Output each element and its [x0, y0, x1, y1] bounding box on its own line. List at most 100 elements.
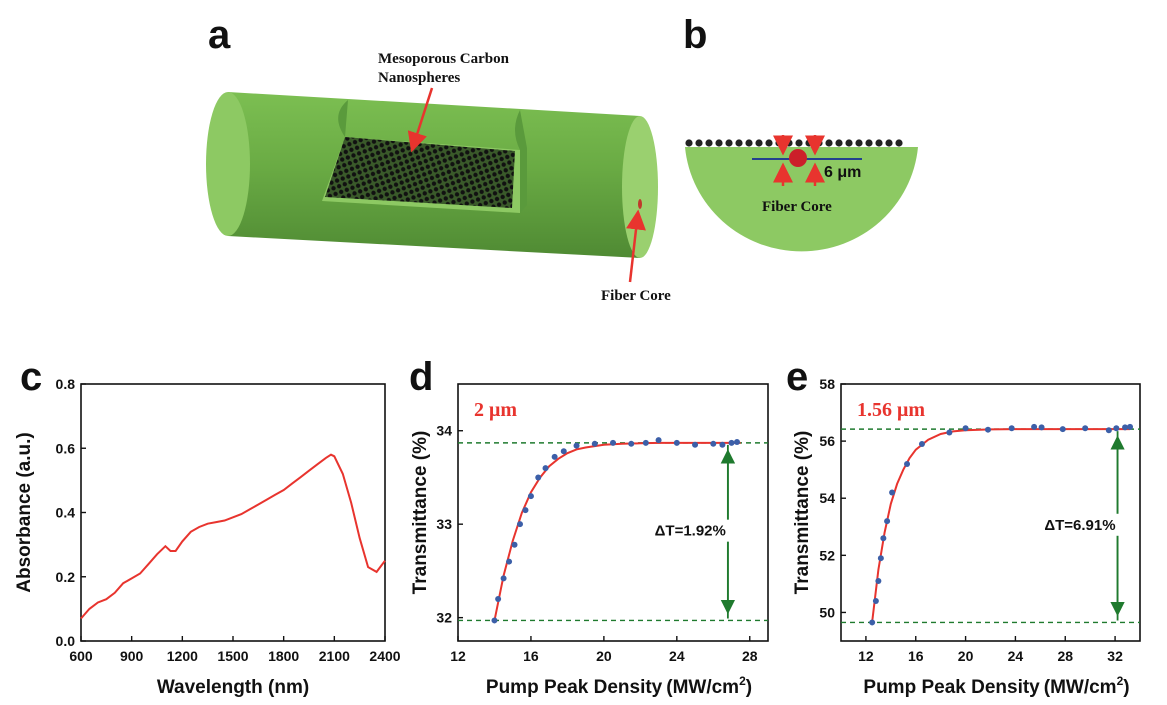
- data-point: [500, 575, 507, 582]
- x-tick-label: 20: [958, 648, 974, 664]
- data-point: [728, 439, 735, 446]
- y-tick-label: 0.6: [56, 440, 76, 456]
- nanosphere: [705, 139, 713, 147]
- x-tick-label: 20: [596, 648, 612, 664]
- y-axis-title: Transmittance (%): [410, 431, 431, 595]
- nanosphere: [795, 139, 803, 147]
- label-core-b: Fiber Core: [762, 199, 832, 215]
- data-point: [872, 598, 879, 605]
- x-tick-label: 1800: [268, 648, 299, 664]
- data-point: [1038, 424, 1045, 431]
- arrow-nanospheres: [407, 87, 434, 153]
- data-point: [1059, 426, 1066, 433]
- fiber-half-section: [685, 147, 918, 252]
- data-point: [692, 441, 699, 448]
- nanosphere-layer: [325, 137, 515, 208]
- nanosphere: [735, 139, 743, 147]
- nanosphere: [865, 139, 873, 147]
- chart-transmittance-156um: 12 16 20 24 28 32 50 52 54 56 58 Pump Peak Density(…: [792, 376, 1141, 698]
- nanosphere: [835, 139, 843, 147]
- panel-letter-e: e: [786, 355, 808, 399]
- label-nanospheres-2: Nanospheres: [378, 70, 460, 86]
- data-point: [1113, 425, 1120, 432]
- data-point: [1082, 425, 1089, 432]
- x-axis-title-main: Pump Peak Density: [863, 677, 1040, 698]
- data-point: [1105, 427, 1112, 434]
- panel-letter-b: b: [683, 13, 707, 57]
- nanosphere: [875, 139, 883, 147]
- nanosphere-row: [685, 139, 903, 147]
- x-axis-title: Pump Peak Density (MW/cm2): [863, 674, 1129, 698]
- data-point: [875, 578, 882, 585]
- data-point: [877, 555, 884, 562]
- y-tick-label: 0.4: [56, 505, 76, 521]
- y-tick-label: 52: [819, 547, 835, 563]
- data-point: [560, 448, 567, 455]
- y-tick-label: 34: [436, 423, 452, 439]
- data-point: [889, 489, 896, 496]
- data-point: [719, 441, 726, 448]
- data-point: [1031, 423, 1038, 430]
- data-point: [491, 617, 498, 624]
- nanosphere: [765, 139, 773, 147]
- data-point: [1008, 425, 1015, 432]
- nanosphere: [855, 139, 863, 147]
- y-tick-label: 56: [819, 433, 835, 449]
- y-tick-label: 32: [436, 610, 452, 626]
- y-tick-label: 58: [819, 376, 835, 392]
- arrow-core-a: [626, 209, 646, 283]
- x-tick-label: 1200: [167, 648, 198, 664]
- y-tick-label: 0.2: [56, 569, 76, 585]
- data-point: [884, 518, 891, 525]
- data-point: [506, 558, 513, 565]
- x-tick-label: 600: [69, 648, 93, 664]
- data-point: [962, 425, 969, 432]
- data-point: [573, 442, 580, 449]
- data-point: [610, 439, 616, 446]
- x-axis-title-sup: 2: [739, 674, 746, 688]
- x-axis-title-close: ): [746, 677, 752, 698]
- x-axis-title-main: Pump Peak Density: [486, 677, 663, 698]
- x-axis-title-close: ): [1123, 677, 1129, 698]
- x-tick-label: 900: [120, 648, 144, 664]
- data-point: [734, 438, 740, 445]
- chart-absorbance: 600 900 1200 1500 1800 2100 2400 0.0 0.2 0.4 0.6 0.…: [14, 376, 401, 698]
- nanosphere: [895, 139, 903, 147]
- data-point: [517, 521, 523, 528]
- plot-frame: [840, 383, 1141, 642]
- x-tick-label: 24: [669, 648, 685, 664]
- data-point: [511, 541, 518, 548]
- fiber-core-mark: [638, 199, 642, 209]
- delta-label: ΔT=1.92%: [655, 523, 726, 540]
- data-point: [542, 465, 549, 472]
- plot-frame: [457, 383, 769, 642]
- nanosphere: [815, 139, 823, 147]
- nanosphere: [845, 139, 853, 147]
- data-point: [904, 460, 911, 467]
- data-point: [710, 440, 717, 447]
- nanosphere: [825, 139, 833, 147]
- x-tick-label: 24: [1008, 648, 1024, 664]
- data-point: [527, 493, 534, 500]
- label-size: 6 μm: [824, 164, 861, 181]
- y-axis-title: Absorbance (a.u.): [14, 432, 35, 592]
- wavelength-annotation: 2 μm: [474, 399, 517, 421]
- y-axis-title: Transmittance (%): [792, 431, 813, 595]
- nanosphere: [695, 139, 703, 147]
- wavelength-annotation: 1.56 μm: [857, 399, 925, 421]
- nanosphere: [885, 139, 893, 147]
- data-point: [535, 474, 542, 481]
- data-point: [495, 595, 502, 602]
- x-tick-label: 28: [1057, 648, 1073, 664]
- delta-label: ΔT=6.91%: [1044, 517, 1115, 534]
- x-tick-label: 2100: [319, 648, 350, 664]
- panel-a: a Mesoporous Carbon Nanospheres Fiber Co…: [206, 13, 671, 304]
- nanosphere: [775, 139, 783, 147]
- x-axis-title: Pump Peak Density (MW/cm2): [486, 674, 752, 698]
- x-tick-label: 2400: [369, 648, 400, 664]
- fiber-cylinder: [206, 92, 658, 258]
- x-tick-label: 16: [908, 648, 924, 664]
- x-axis-title-unit: (MW/cm: [666, 677, 739, 698]
- panel-letter-a: a: [208, 13, 231, 57]
